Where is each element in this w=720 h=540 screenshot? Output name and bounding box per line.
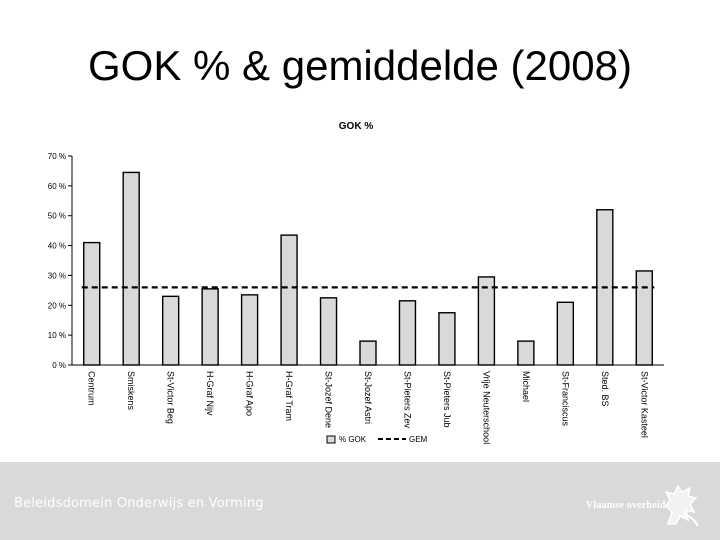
x-tick-label: St-Jozef Astri <box>363 371 373 424</box>
x-tick-label: St-Jozef Dene <box>324 371 334 428</box>
legend-label-gem: GEM <box>409 435 428 444</box>
bar <box>359 340 377 366</box>
bar <box>280 234 298 366</box>
x-tick-label: H-Graf Nijv <box>205 371 215 416</box>
x-tick-label: St-Franciscus <box>560 371 570 427</box>
y-tick-label: 20 % <box>48 301 66 310</box>
x-tick-label: Michael <box>521 371 531 402</box>
y-tick-label: 40 % <box>48 242 66 251</box>
chart-title: GOK % <box>339 121 374 132</box>
legend: % GOK GEM <box>326 434 438 444</box>
y-tick-label: 30 % <box>48 271 66 280</box>
bar <box>556 301 575 366</box>
bars <box>83 171 653 366</box>
legend-label-gok: % GOK <box>339 435 367 444</box>
footer-government-text: Vlaamse overheid <box>586 500 666 511</box>
y-tick-label: 70 % <box>48 152 66 161</box>
x-tick-label: Vrije Neuterschool <box>481 371 491 444</box>
x-tick-label: Sted. BS <box>600 371 610 407</box>
bar <box>319 297 338 366</box>
bar <box>240 294 259 366</box>
footer-band: Beleidsdomein Onderwijs en Vorming Vlaam… <box>0 462 720 540</box>
bar <box>635 270 653 366</box>
x-tick-label: St-Pieters Zev <box>402 371 412 429</box>
gok-bar-chart: GOK % 0 % 10 % 20 % 30 % 40 % 50 % 60 % 70 % Ce… <box>48 121 664 444</box>
x-axis-labels: Centrum Smiskens St-Victor Beg H-Graf Nijv H… <box>87 371 650 444</box>
x-tick-label: Centrum <box>87 371 97 406</box>
legend-swatch-bar <box>326 435 336 444</box>
slide-title: GOK % & gemiddelde (2008) <box>88 42 632 89</box>
bar <box>83 241 101 366</box>
x-tick-label: H-Graf Apo <box>245 371 255 416</box>
y-tick-label: 0 % <box>52 361 66 370</box>
bar <box>201 288 219 366</box>
bar <box>477 276 496 366</box>
x-tick-label: Smiskens <box>126 371 136 411</box>
bar <box>122 171 140 366</box>
bar <box>398 300 417 366</box>
bar <box>438 312 456 366</box>
flemish-lion-icon <box>664 484 699 527</box>
x-tick-label: H-Graf Tram <box>284 371 294 421</box>
x-tick-label: St-Pieters Jub <box>442 371 452 428</box>
y-tick-label: 60 % <box>48 182 66 191</box>
x-tick-label: St-Victor Kasteel <box>639 371 649 438</box>
y-tick-label: 50 % <box>48 212 66 221</box>
bar <box>517 340 535 366</box>
bar <box>161 295 180 366</box>
footer-department-text: Beleidsdomein Onderwijs en Vorming <box>14 496 264 511</box>
x-tick-label: St-Victor Beg <box>166 371 176 424</box>
y-tick-label: 10 % <box>48 331 66 340</box>
